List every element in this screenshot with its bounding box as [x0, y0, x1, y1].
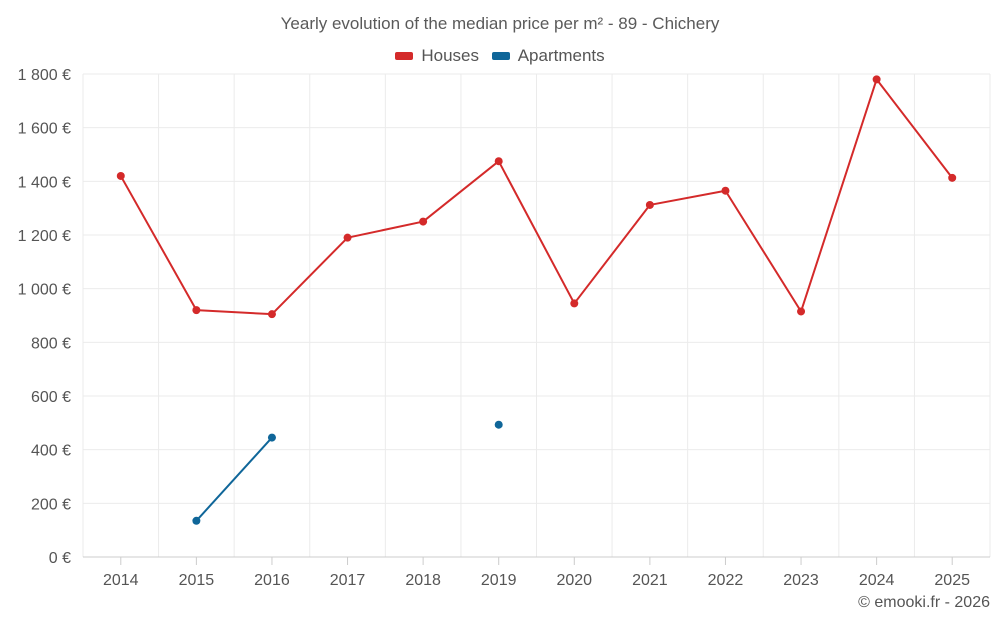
data-point-houses[interactable]: [721, 186, 730, 195]
data-point-houses[interactable]: [192, 306, 201, 315]
chart-title: Yearly evolution of the median price per…: [280, 14, 720, 33]
legend: Houses Apartments: [0, 45, 1000, 66]
data-point-houses[interactable]: [419, 217, 428, 226]
data-point-houses[interactable]: [343, 233, 352, 242]
y-tick-label: 1 800 €: [18, 67, 71, 84]
data-point-houses[interactable]: [797, 307, 806, 316]
series-line-houses: [119, 78, 954, 316]
legend-swatch-houses: [395, 52, 414, 60]
x-tick-label: 2023: [783, 572, 819, 589]
y-tick-label: 1 000 €: [18, 282, 71, 299]
x-tick-label: 2024: [859, 572, 895, 589]
x-tick-label: 2020: [556, 572, 592, 589]
x-tick-label: 2016: [254, 572, 290, 589]
x-tick-label: 2022: [708, 572, 744, 589]
legend-label-apartments: Apartments: [517, 46, 605, 65]
credit-text: © emooki.fr - 2026: [858, 594, 990, 611]
series-line-apartments: [195, 436, 273, 522]
data-point-houses[interactable]: [570, 299, 579, 308]
data-point-houses[interactable]: [116, 171, 125, 180]
y-tick-label: 800 €: [31, 335, 71, 352]
x-tick-label: 2025: [934, 572, 970, 589]
data-point-houses[interactable]: [872, 75, 881, 84]
x-tick-label: 2014: [103, 572, 139, 589]
y-tick-label: 1 400 €: [18, 174, 71, 191]
y-tick-label: 400 €: [31, 443, 71, 460]
x-tick-label: 2021: [632, 572, 668, 589]
x-tick-label: 2018: [405, 572, 441, 589]
x-tick-label: 2017: [330, 572, 366, 589]
x-tick-label: 2019: [481, 572, 517, 589]
y-tick-label: 600 €: [31, 389, 71, 406]
x-tick-label: 2015: [179, 572, 215, 589]
data-point-apartments[interactable]: [494, 420, 503, 429]
data-point-houses[interactable]: [645, 200, 654, 209]
legend-swatch-apartments: [491, 52, 510, 60]
y-tick-label: 1 200 €: [18, 228, 71, 245]
y-tick-label: 1 600 €: [18, 121, 71, 138]
data-point-apartments[interactable]: [192, 516, 201, 525]
y-tick-label: 200 €: [31, 496, 71, 513]
data-point-houses[interactable]: [948, 173, 957, 182]
data-point-apartments[interactable]: [267, 433, 276, 442]
legend-label-houses: Houses: [421, 46, 479, 65]
y-tick-label: 0 €: [49, 550, 71, 567]
data-point-houses[interactable]: [267, 310, 276, 319]
legend-item-houses[interactable]: Houses: [395, 46, 479, 66]
data-point-houses[interactable]: [494, 157, 503, 166]
legend-item-apartments[interactable]: Apartments: [491, 46, 605, 66]
